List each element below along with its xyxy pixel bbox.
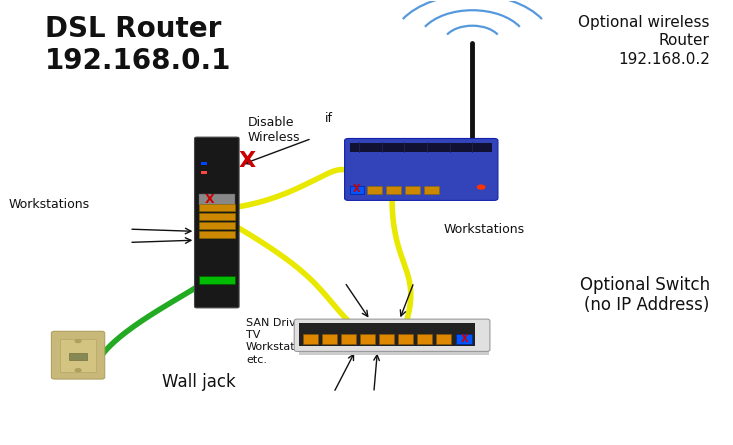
- Circle shape: [75, 368, 81, 372]
- Bar: [60, 339, 96, 372]
- Text: SAN Drives
TV
Workstations
etc.: SAN Drives TV Workstations etc.: [246, 318, 318, 365]
- Bar: [350, 143, 492, 152]
- Text: if: if: [325, 112, 333, 125]
- Text: DSL Router
192.168.0.1: DSL Router 192.168.0.1: [45, 15, 232, 75]
- Bar: [199, 231, 235, 238]
- Bar: [70, 352, 86, 360]
- FancyBboxPatch shape: [194, 137, 239, 308]
- Bar: [201, 162, 207, 165]
- Text: X: X: [238, 150, 256, 170]
- FancyBboxPatch shape: [294, 319, 490, 352]
- Bar: [199, 213, 235, 220]
- Bar: [199, 194, 235, 205]
- Bar: [299, 350, 489, 355]
- Text: Disable
Wireless: Disable Wireless: [248, 116, 301, 144]
- Bar: [199, 204, 235, 211]
- Bar: [350, 186, 364, 194]
- FancyBboxPatch shape: [51, 331, 105, 379]
- Circle shape: [75, 339, 81, 343]
- Bar: [199, 222, 235, 229]
- Bar: [405, 186, 420, 194]
- Bar: [360, 334, 375, 344]
- Bar: [398, 334, 413, 344]
- Text: X: X: [460, 334, 468, 344]
- Text: Wall jack: Wall jack: [162, 373, 236, 391]
- Text: X: X: [353, 184, 361, 194]
- Text: Optional Switch
(no IP Address): Optional Switch (no IP Address): [580, 275, 710, 314]
- Text: Workstations: Workstations: [443, 222, 524, 236]
- Bar: [341, 334, 356, 344]
- Bar: [201, 171, 207, 174]
- Text: Optional wireless
Router
192.168.0.2: Optional wireless Router 192.168.0.2: [578, 15, 710, 67]
- Bar: [457, 334, 471, 344]
- Bar: [367, 186, 382, 194]
- Text: X: X: [205, 193, 215, 206]
- Bar: [303, 334, 318, 344]
- Bar: [386, 186, 401, 194]
- Circle shape: [476, 185, 485, 190]
- Bar: [417, 334, 432, 344]
- Bar: [199, 276, 235, 284]
- FancyBboxPatch shape: [345, 138, 498, 200]
- Text: Workstations: Workstations: [9, 198, 90, 211]
- Bar: [322, 334, 337, 344]
- Bar: [424, 186, 439, 194]
- Bar: [436, 334, 452, 344]
- Bar: [379, 334, 394, 344]
- Bar: [299, 323, 474, 346]
